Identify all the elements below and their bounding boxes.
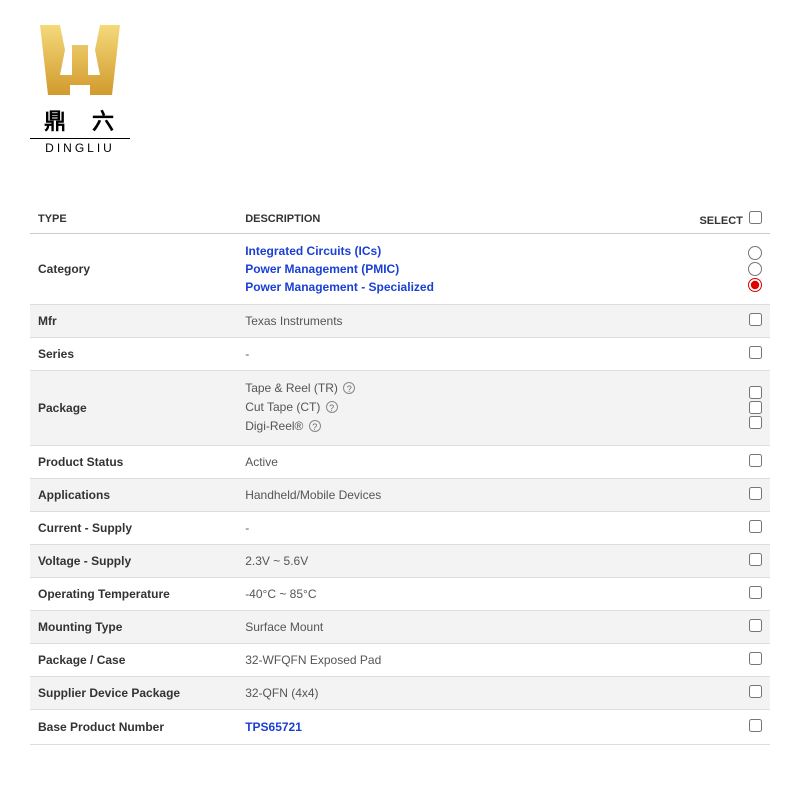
row-checkbox[interactable] (749, 454, 762, 467)
spec-table-wrap: TYPE DESCRIPTION SELECT CategoryIntegrat… (0, 165, 800, 765)
header-row: TYPE DESCRIPTION SELECT (30, 205, 770, 234)
header-select: SELECT (681, 205, 770, 234)
table-row: Package / Case32-WFQFN Exposed Pad (30, 643, 770, 676)
help-icon[interactable]: ? (343, 382, 355, 394)
package-line: Digi-Reel® ? (245, 417, 673, 436)
description-cell: Handheld/Mobile Devices (237, 478, 681, 511)
type-cell: Supplier Device Package (30, 676, 237, 709)
table-row: CategoryIntegrated Circuits (ICs)Power M… (30, 234, 770, 305)
type-cell: Series (30, 338, 237, 371)
logo-en: DINGLIU (30, 138, 130, 155)
table-row: Mounting TypeSurface Mount (30, 610, 770, 643)
select-all-checkbox[interactable] (749, 211, 762, 224)
category-link[interactable]: Power Management - Specialized (245, 278, 673, 296)
category-link[interactable]: Integrated Circuits (ICs) (245, 242, 673, 260)
select-cell (681, 676, 770, 709)
logo-text: 鼎 六 DINGLIU (30, 104, 130, 155)
description-cell: Texas Instruments (237, 305, 681, 338)
select-cell (681, 511, 770, 544)
table-row: Base Product Number TPS65721 (30, 709, 770, 744)
description-cell: 2.3V ~ 5.6V (237, 544, 681, 577)
type-cell: Mfr (30, 305, 237, 338)
row-checkbox[interactable] (749, 553, 762, 566)
package-line: Tape & Reel (TR) ? (245, 379, 673, 398)
type-cell: Base Product Number (30, 709, 237, 744)
type-cell: Package (30, 371, 237, 446)
package-text: Digi-Reel® (245, 419, 307, 433)
table-row: PackageTape & Reel (TR) ?Cut Tape (CT) ?… (30, 371, 770, 446)
table-row: Current - Supply- (30, 511, 770, 544)
logo-cn: 鼎 六 (30, 104, 130, 136)
row-checkbox[interactable] (749, 652, 762, 665)
package-text: Cut Tape (CT) (245, 400, 323, 414)
product-link[interactable]: TPS65721 (245, 720, 302, 734)
select-cell (681, 445, 770, 478)
row-checkbox[interactable] (749, 386, 762, 399)
select-cell (681, 643, 770, 676)
type-cell: Voltage - Supply (30, 544, 237, 577)
description-cell: -40°C ~ 85°C (237, 577, 681, 610)
type-cell: Current - Supply (30, 511, 237, 544)
header-select-label: SELECT (699, 215, 742, 227)
select-cell (681, 544, 770, 577)
category-radio[interactable] (748, 246, 762, 260)
row-checkbox[interactable] (749, 416, 762, 429)
description-cell: Active (237, 445, 681, 478)
row-checkbox[interactable] (749, 619, 762, 632)
table-row: Operating Temperature-40°C ~ 85°C (30, 577, 770, 610)
table-row: Product StatusActive (30, 445, 770, 478)
row-checkbox[interactable] (749, 487, 762, 500)
category-radio[interactable] (748, 262, 762, 276)
row-checkbox[interactable] (749, 313, 762, 326)
type-cell: Mounting Type (30, 610, 237, 643)
description-cell: 32-WFQFN Exposed Pad (237, 643, 681, 676)
table-row: ApplicationsHandheld/Mobile Devices (30, 478, 770, 511)
select-cell (681, 338, 770, 371)
select-cell (681, 234, 770, 305)
help-icon[interactable]: ? (326, 401, 338, 413)
category-radio[interactable] (748, 278, 762, 292)
spec-table: TYPE DESCRIPTION SELECT CategoryIntegrat… (30, 205, 770, 745)
table-row: Series- (30, 338, 770, 371)
row-checkbox[interactable] (749, 401, 762, 414)
header-description: DESCRIPTION (237, 205, 681, 234)
row-checkbox[interactable] (749, 719, 762, 732)
row-checkbox[interactable] (749, 586, 762, 599)
select-cell (681, 709, 770, 744)
logo-shape (30, 20, 130, 100)
type-cell: Package / Case (30, 643, 237, 676)
description-cell: - (237, 511, 681, 544)
type-cell: Applications (30, 478, 237, 511)
logo-area: 鼎 六 DINGLIU (0, 0, 800, 165)
type-cell: Category (30, 234, 237, 305)
type-cell: Product Status (30, 445, 237, 478)
help-icon[interactable]: ? (309, 420, 321, 432)
select-cell (681, 371, 770, 446)
select-cell (681, 305, 770, 338)
description-cell: TPS65721 (237, 709, 681, 744)
package-text: Tape & Reel (TR) (245, 381, 341, 395)
description-cell: Tape & Reel (TR) ?Cut Tape (CT) ?Digi-Re… (237, 371, 681, 446)
row-checkbox[interactable] (749, 685, 762, 698)
category-link[interactable]: Power Management (PMIC) (245, 260, 673, 278)
description-cell: - (237, 338, 681, 371)
select-cell (681, 610, 770, 643)
row-checkbox[interactable] (749, 520, 762, 533)
type-cell: Operating Temperature (30, 577, 237, 610)
table-row: Supplier Device Package32-QFN (4x4) (30, 676, 770, 709)
header-type: TYPE (30, 205, 237, 234)
description-cell: Surface Mount (237, 610, 681, 643)
select-cell (681, 478, 770, 511)
description-cell: 32-QFN (4x4) (237, 676, 681, 709)
row-checkbox[interactable] (749, 346, 762, 359)
package-line: Cut Tape (CT) ? (245, 398, 673, 417)
select-cell (681, 577, 770, 610)
description-cell: Integrated Circuits (ICs)Power Managemen… (237, 234, 681, 305)
table-row: MfrTexas Instruments (30, 305, 770, 338)
table-row: Voltage - Supply2.3V ~ 5.6V (30, 544, 770, 577)
